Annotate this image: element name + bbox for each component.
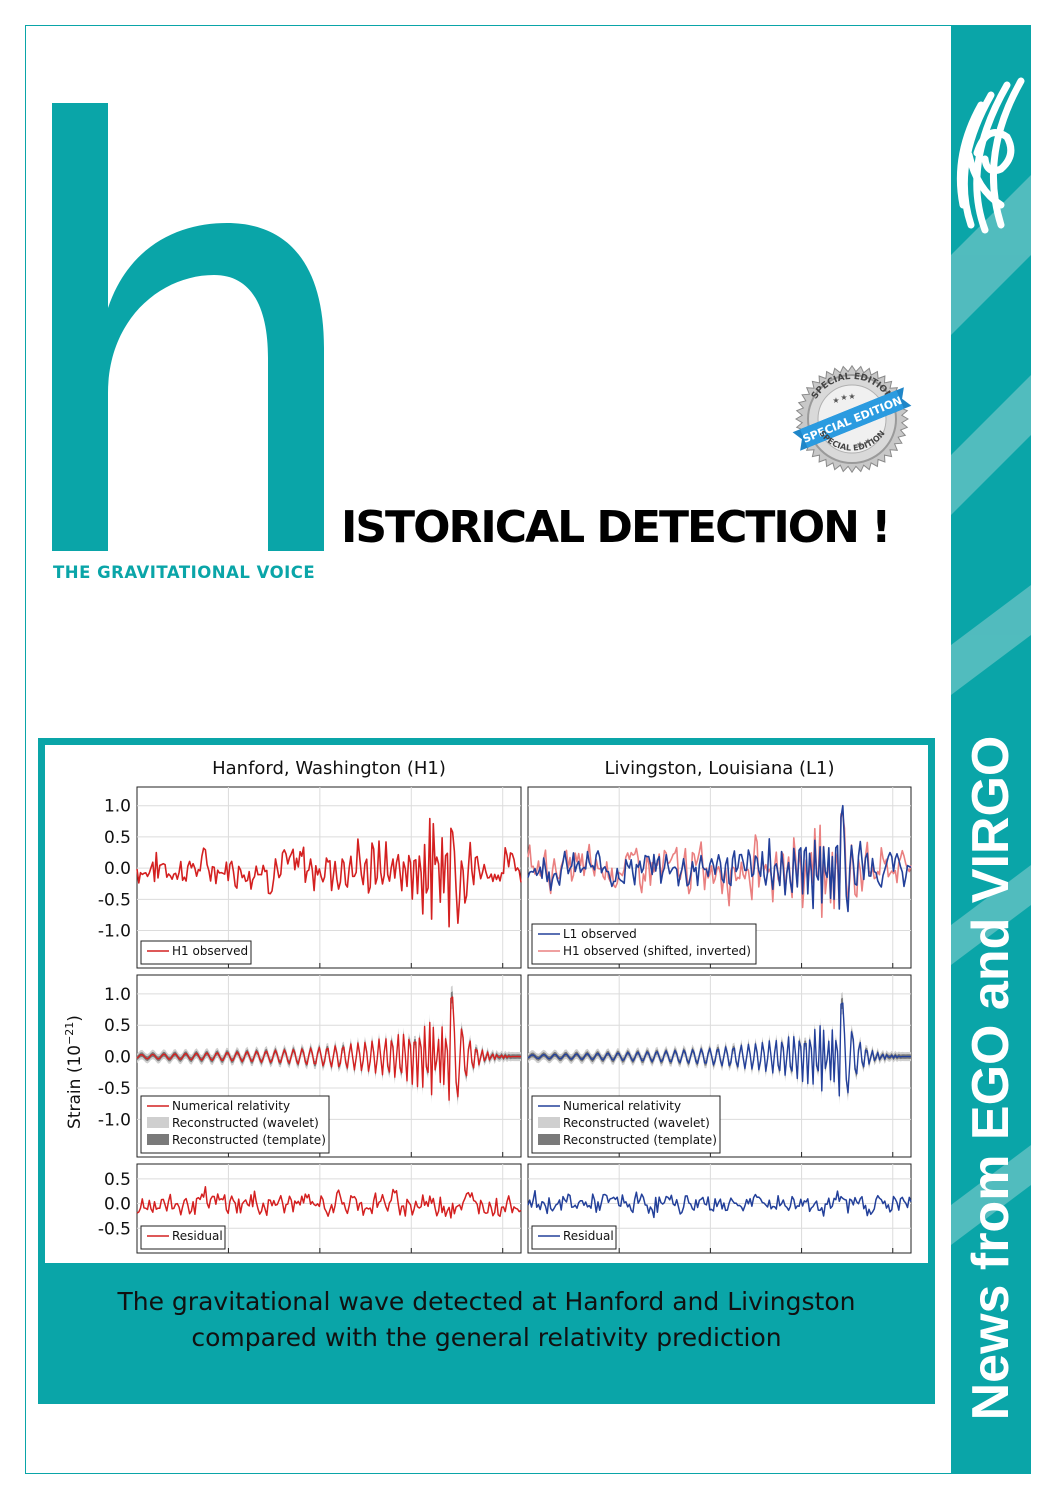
masthead-letter-h [52, 103, 324, 551]
y-tick-label: 0.5 [104, 1016, 131, 1036]
tagline: THE GRAVITATIONAL VOICE [53, 563, 316, 582]
y-tick-label: -1.0 [98, 1110, 131, 1130]
h1-observed-panel-frame [136, 786, 522, 969]
y-tick-label: 0.5 [104, 828, 131, 848]
l1-observed-legend-label: H1 observed (shifted, inverted) [563, 944, 751, 958]
h1-observed-series [136, 817, 522, 928]
y-tick-label: -1.0 [98, 922, 131, 942]
figure-caption: The gravitational wave detected at Hanfo… [38, 1284, 935, 1356]
side-band [951, 25, 1031, 1474]
h1-residual-legend-label: Residual [172, 1229, 223, 1243]
h1-numerical-relativity-series [136, 996, 521, 1101]
h1-reconstructed-legend [140, 1095, 330, 1154]
l1-observed-legend-label: L1 observed [563, 927, 637, 941]
l1-reconstructed-legend-label: Reconstructed (template) [563, 1133, 717, 1147]
svg-text:★: ★ [848, 392, 855, 401]
column-title-1: Hanford, Washington (H1) [212, 758, 446, 779]
l1-numerical-relativity-series [527, 1002, 911, 1097]
h1-reconstructed-legend-swatch [147, 1117, 169, 1128]
caption-line-1: The gravitational wave detected at Hanfo… [117, 1287, 856, 1316]
special-edition-seal-icon: SPECIAL EDITION SPECIAL EDITION SPECIAL … [792, 364, 912, 474]
chart-area: Hanford, Washington (H1) Livingston, Loui… [45, 745, 928, 1263]
svg-text:★: ★ [832, 396, 839, 405]
h1-reconstructed-legend-label: Reconstructed (wavelet) [172, 1116, 319, 1130]
h1-observed-legend [140, 940, 252, 965]
svg-text:★: ★ [840, 393, 847, 402]
headline: ISTORICAL DETECTION ! [341, 502, 891, 553]
h1-reconstructed-legend-label: Reconstructed (template) [172, 1133, 326, 1147]
svg-text:★: ★ [856, 440, 863, 449]
y-tick-label: 1.0 [104, 797, 131, 817]
waves-logo-icon [956, 77, 1025, 234]
y-tick-label: -0.5 [98, 1219, 131, 1239]
h1-reconstructed-legend-label: Numerical relativity [172, 1099, 290, 1113]
l1-residual-legend-label: Residual [563, 1229, 614, 1243]
l1-reconstructed-legend-label: Reconstructed (wavelet) [563, 1116, 710, 1130]
y-tick-label: 0.0 [104, 1195, 131, 1215]
strain-chart: Hanford, Washington (H1) Livingston, Loui… [63, 758, 912, 1254]
l1-reconstructed-legend-swatch [538, 1134, 560, 1145]
sidebar-title: News from EGO and VIRGO [962, 735, 1020, 1421]
y-axis-label: Strain (10−21) [63, 1015, 85, 1129]
y-tick-label: 0.0 [104, 1048, 131, 1068]
y-tick-label: 0.0 [104, 859, 131, 879]
l1-observed-series [527, 804, 912, 913]
h1-reconstructed-legend-swatch [147, 1134, 169, 1145]
y-tick-label: -0.5 [98, 1079, 131, 1099]
svg-text:★: ★ [864, 437, 871, 446]
l1-observed-legend [531, 923, 757, 965]
y-tick-label: 0.5 [104, 1170, 131, 1190]
l1-reconstructed-legend [531, 1095, 721, 1154]
y-tick-label: -0.5 [98, 890, 131, 910]
l1-reconstructed-legend-label: Numerical relativity [563, 1099, 681, 1113]
h1-residual-legend [140, 1225, 226, 1250]
h1-observed-legend-label: H1 observed [172, 944, 248, 958]
figure-panel: Hanford, Washington (H1) Livingston, Loui… [38, 738, 935, 1404]
l1-residual-series [527, 1189, 912, 1219]
l1-reconstructed-legend-swatch [538, 1117, 560, 1128]
l1-residual-legend [531, 1225, 617, 1250]
side-band-graphic [951, 25, 1031, 1474]
caption-line-2: compared with the general relativity pre… [191, 1323, 782, 1352]
column-title-2: Livingston, Louisiana (L1) [604, 758, 834, 779]
h1-residual-series [136, 1185, 522, 1219]
y-tick-label: 1.0 [104, 985, 131, 1005]
